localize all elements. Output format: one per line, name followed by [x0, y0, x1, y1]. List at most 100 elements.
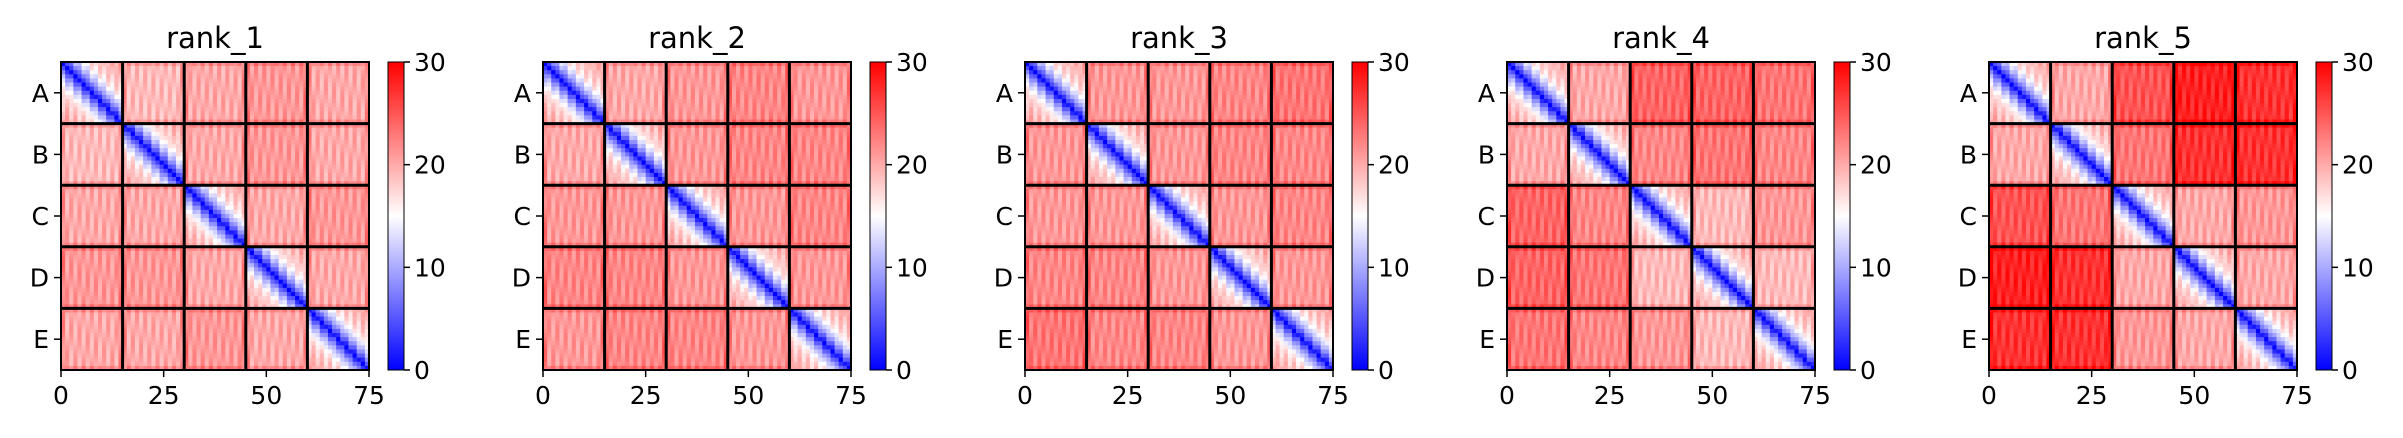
heatmap-cell: [274, 115, 280, 121]
heatmap-cell: [188, 127, 194, 133]
heatmap-cell: [77, 131, 83, 137]
heatmap-cell: [200, 144, 206, 149]
heatmap-cell: [184, 304, 189, 309]
heatmap-cell: [364, 287, 370, 293]
heatmap-cell: [303, 62, 308, 67]
heatmap-cell: [65, 115, 70, 121]
heatmap-cell: [327, 205, 333, 211]
heatmap-cell: [360, 103, 366, 108]
heatmap-cell: [348, 152, 354, 158]
heatmap-cell: [233, 185, 239, 190]
heatmap-cell: [237, 193, 243, 199]
heatmap-cell: [311, 115, 317, 121]
heatmap-cell: [167, 135, 173, 141]
heatmap-cell: [290, 156, 296, 162]
heatmap-cell: [311, 242, 317, 248]
heatmap-cell: [278, 185, 284, 190]
heatmap-cell: [352, 283, 358, 289]
heatmap-cell: [233, 205, 239, 211]
heatmap-cell: [323, 234, 329, 240]
heatmap-cell: [303, 312, 308, 318]
heatmap-cell: [93, 316, 99, 322]
heatmap-cell: [97, 90, 103, 96]
heatmap-cell: [130, 111, 136, 116]
heatmap-cell: [340, 287, 345, 293]
heatmap-cell: [212, 119, 218, 125]
heatmap-cell: [139, 279, 144, 285]
heatmap-cell: [233, 82, 239, 88]
heatmap-cell: [364, 135, 370, 141]
heatmap-cell: [356, 107, 362, 112]
heatmap-cell: [147, 263, 152, 268]
heatmap-cell: [245, 123, 251, 129]
heatmap-cell: [319, 82, 325, 88]
heatmap-cell: [147, 74, 152, 80]
heatmap-cell: [151, 152, 157, 158]
heatmap-cell: [336, 328, 341, 334]
heatmap-cell: [360, 123, 366, 129]
heatmap-cell: [364, 279, 370, 285]
heatmap-cell: [196, 189, 202, 195]
heatmap-cell: [143, 259, 148, 264]
heatmap-cell: [290, 62, 296, 67]
heatmap-cell: [200, 312, 206, 318]
heatmap-cell: [254, 300, 259, 305]
heatmap-cell: [299, 103, 304, 108]
heatmap-cell: [344, 259, 350, 264]
heatmap-cell: [196, 283, 202, 289]
heatmap-cell: [118, 308, 124, 314]
heatmap-cell: [77, 197, 83, 203]
heatmap-cell: [315, 291, 321, 297]
heatmap-cell: [69, 189, 74, 195]
heatmap-cell: [118, 103, 124, 108]
heatmap-cell: [336, 185, 341, 190]
heatmap-cell: [315, 230, 321, 236]
heatmap-cell: [114, 86, 120, 92]
heatmap-cell: [77, 324, 83, 330]
heatmap-cell: [327, 271, 333, 277]
heatmap-cell: [188, 74, 194, 80]
heatmap-cell: [139, 152, 144, 158]
heatmap-cell: [262, 275, 267, 281]
heatmap-cell: [85, 296, 91, 301]
heatmap-cell: [295, 300, 300, 305]
heatmap-cell: [204, 131, 210, 137]
heatmap-cell: [93, 222, 99, 227]
heatmap-cell: [89, 181, 95, 186]
heatmap-cell: [319, 316, 325, 322]
heatmap-cell: [266, 193, 272, 199]
heatmap-cell: [245, 164, 251, 170]
heatmap-cell: [143, 62, 148, 67]
heatmap-cell: [221, 172, 226, 178]
heatmap-cell: [340, 62, 345, 67]
heatmap-cell: [303, 90, 308, 96]
heatmap-cell: [139, 300, 144, 305]
heatmap-cell: [327, 148, 333, 153]
heatmap-cell: [204, 296, 210, 301]
heatmap-cell: [175, 181, 181, 186]
heatmap-cell: [102, 226, 107, 231]
heatmap-cell: [134, 140, 140, 145]
heatmap-cell: [311, 172, 317, 178]
heatmap-cell: [266, 267, 272, 273]
heatmap-cell: [233, 218, 239, 223]
heatmap-cell: [134, 70, 140, 75]
heatmap-cell: [204, 115, 210, 121]
heatmap-cell: [233, 103, 239, 108]
heatmap-cell: [286, 328, 292, 334]
heatmap-cell: [295, 308, 300, 314]
heatmap-cell: [171, 189, 177, 195]
heatmap-cell: [266, 172, 272, 178]
heatmap-cell: [196, 78, 202, 84]
heatmap-cell: [270, 234, 276, 240]
heatmap-cell: [208, 148, 214, 153]
heatmap-cell: [295, 123, 300, 129]
heatmap-cell: [332, 242, 337, 248]
heatmap-cell: [93, 160, 99, 166]
heatmap-cell: [299, 193, 304, 199]
heatmap-cell: [130, 255, 136, 260]
heatmap-cell: [200, 333, 206, 338]
heatmap-cell: [258, 263, 263, 268]
heatmap-cell: [286, 90, 292, 96]
heatmap-cell: [155, 246, 161, 252]
